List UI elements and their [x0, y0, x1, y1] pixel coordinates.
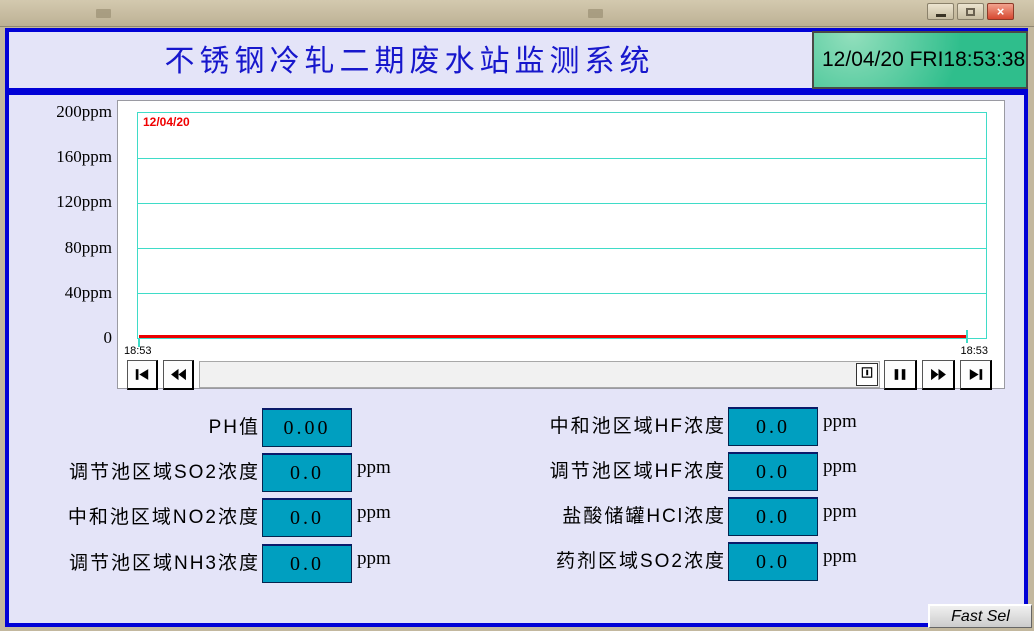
- readout-value-no2-zhonghe: 0.0: [262, 498, 352, 537]
- skip-to-start-icon: [134, 368, 150, 381]
- minimize-button[interactable]: [927, 3, 954, 20]
- cursor-tick-end: [966, 330, 969, 343]
- fast-forward-icon: [930, 368, 947, 381]
- readout-label-no2-zhonghe: 中和池区域NO2浓度: [67, 507, 260, 528]
- plot-date-label: 12/04/20: [143, 115, 190, 129]
- scrollbar-thumb-icon: [860, 366, 874, 384]
- readout-label-so2-yaoji: 药剂区域SO2浓度: [555, 551, 726, 572]
- trend-chart-panel: 12/04/20 18:53 18:53: [117, 100, 1005, 390]
- readout-value-ph: 0.00: [262, 408, 352, 447]
- readout-label-so2-tiaojie: 调节池区域SO2浓度: [68, 462, 260, 483]
- y-tick-120: 120ppm: [56, 192, 112, 211]
- cursor-tick-start: [138, 338, 140, 347]
- header-divider: [9, 88, 1024, 95]
- readout-value-hf-tiaojie: 0.0: [728, 452, 818, 491]
- readout-unit: ppm: [357, 502, 391, 523]
- readout-unit: ppm: [823, 546, 857, 567]
- skip-to-end-button[interactable]: [960, 360, 992, 390]
- window-buttons: ×: [927, 3, 1014, 20]
- readout-value-hf-zhonghe: 0.0: [728, 407, 818, 446]
- readout-unit: ppm: [823, 411, 857, 432]
- readout-unit: ppm: [823, 501, 857, 522]
- titlebar-smudge: [96, 9, 111, 18]
- readout-label-hcl-tank: 盐酸储罐HCl浓度: [562, 506, 726, 527]
- pause-icon: [892, 368, 908, 381]
- window-titlebar: ×: [0, 0, 1034, 27]
- readout-unit: ppm: [357, 548, 391, 569]
- fast-forward-button[interactable]: [922, 360, 955, 390]
- pause-button[interactable]: [884, 360, 917, 390]
- trend-plot-area: 12/04/20: [137, 112, 987, 347]
- y-tick-160: 160ppm: [56, 147, 112, 166]
- x-time-end: 18:53: [960, 345, 988, 357]
- readout-label-hf-zhonghe: 中和池区域HF浓度: [549, 416, 726, 437]
- trend-scrollbar[interactable]: [199, 361, 880, 388]
- readout-value-nh3-tiaojie: 0.0: [262, 544, 352, 583]
- skip-to-start-button[interactable]: [127, 360, 158, 390]
- datetime-panel: 12/04/20 FRI 18:53:38: [812, 31, 1028, 89]
- rewind-button[interactable]: [163, 360, 194, 390]
- readout-label-hf-tiaojie: 调节池区域HF浓度: [549, 461, 726, 482]
- readout-unit: ppm: [357, 457, 391, 478]
- y-tick-200: 200ppm: [56, 102, 112, 121]
- page-title: 不锈钢冷轧二期废水站监测系统: [164, 45, 655, 78]
- titlebar-smudge: [588, 9, 603, 18]
- gridline: [138, 158, 986, 159]
- readout-value-so2-tiaojie: 0.0: [262, 453, 352, 492]
- gridline: [138, 203, 986, 204]
- x-time-start: 18:53: [124, 345, 152, 357]
- maximize-icon: [966, 7, 975, 16]
- readout-value-hcl-tank: 0.0: [728, 497, 818, 536]
- y-tick-0: 0: [103, 328, 113, 347]
- trend-line: [139, 335, 968, 338]
- rewind-icon: [170, 368, 187, 381]
- readout-label-ph: PH值: [208, 417, 260, 438]
- close-button[interactable]: ×: [987, 3, 1014, 20]
- y-tick-80: 80ppm: [64, 238, 112, 257]
- y-tick-40: 40ppm: [64, 283, 112, 302]
- readout-unit: ppm: [823, 456, 857, 477]
- gridline: [138, 293, 986, 294]
- gridline: [138, 248, 986, 249]
- readout-value-so2-yaoji: 0.0: [728, 542, 818, 581]
- skip-to-end-icon: [968, 368, 984, 381]
- date-weekday-text: 12/04/20 FRI: [822, 48, 944, 71]
- time-text: 18:53:38: [943, 48, 1026, 71]
- fast-sel-button[interactable]: Fast Sel: [928, 604, 1032, 628]
- close-icon: ×: [996, 4, 1005, 19]
- scrollbar-thumb[interactable]: [856, 363, 878, 386]
- minimize-icon: [935, 13, 946, 17]
- readout-label-nh3-tiaojie: 调节池区域NH3浓度: [68, 553, 260, 574]
- maximize-button[interactable]: [957, 3, 984, 20]
